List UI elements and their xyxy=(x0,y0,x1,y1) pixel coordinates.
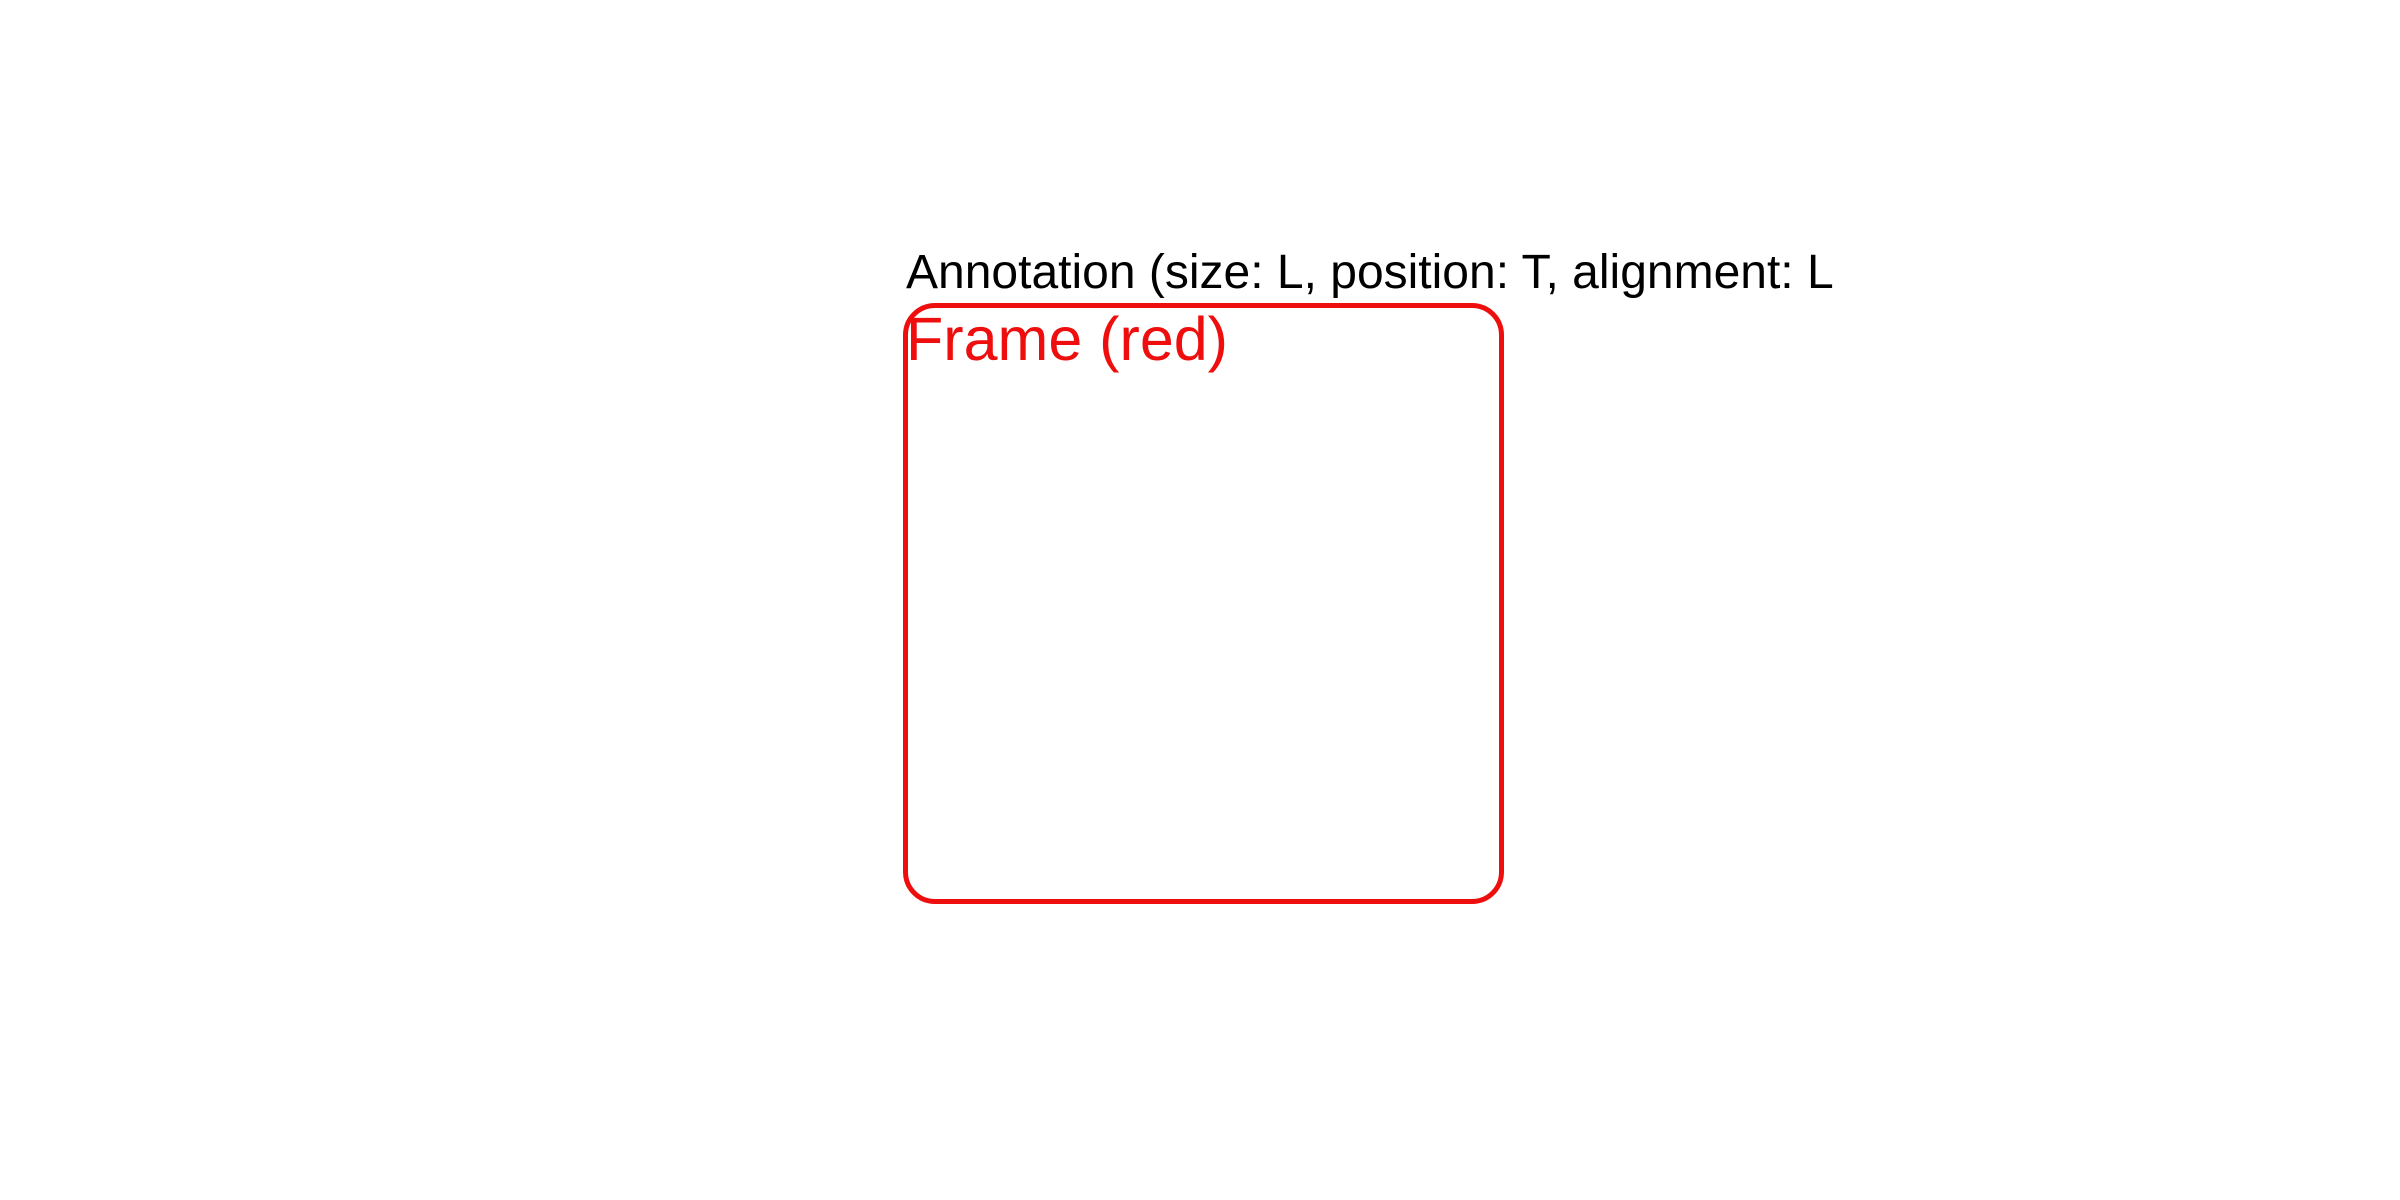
frame-label: Frame (red) xyxy=(906,305,1228,373)
annotation-text: Annotation (size: L, position: T, alignm… xyxy=(906,246,1834,299)
red-frame xyxy=(903,303,1504,904)
